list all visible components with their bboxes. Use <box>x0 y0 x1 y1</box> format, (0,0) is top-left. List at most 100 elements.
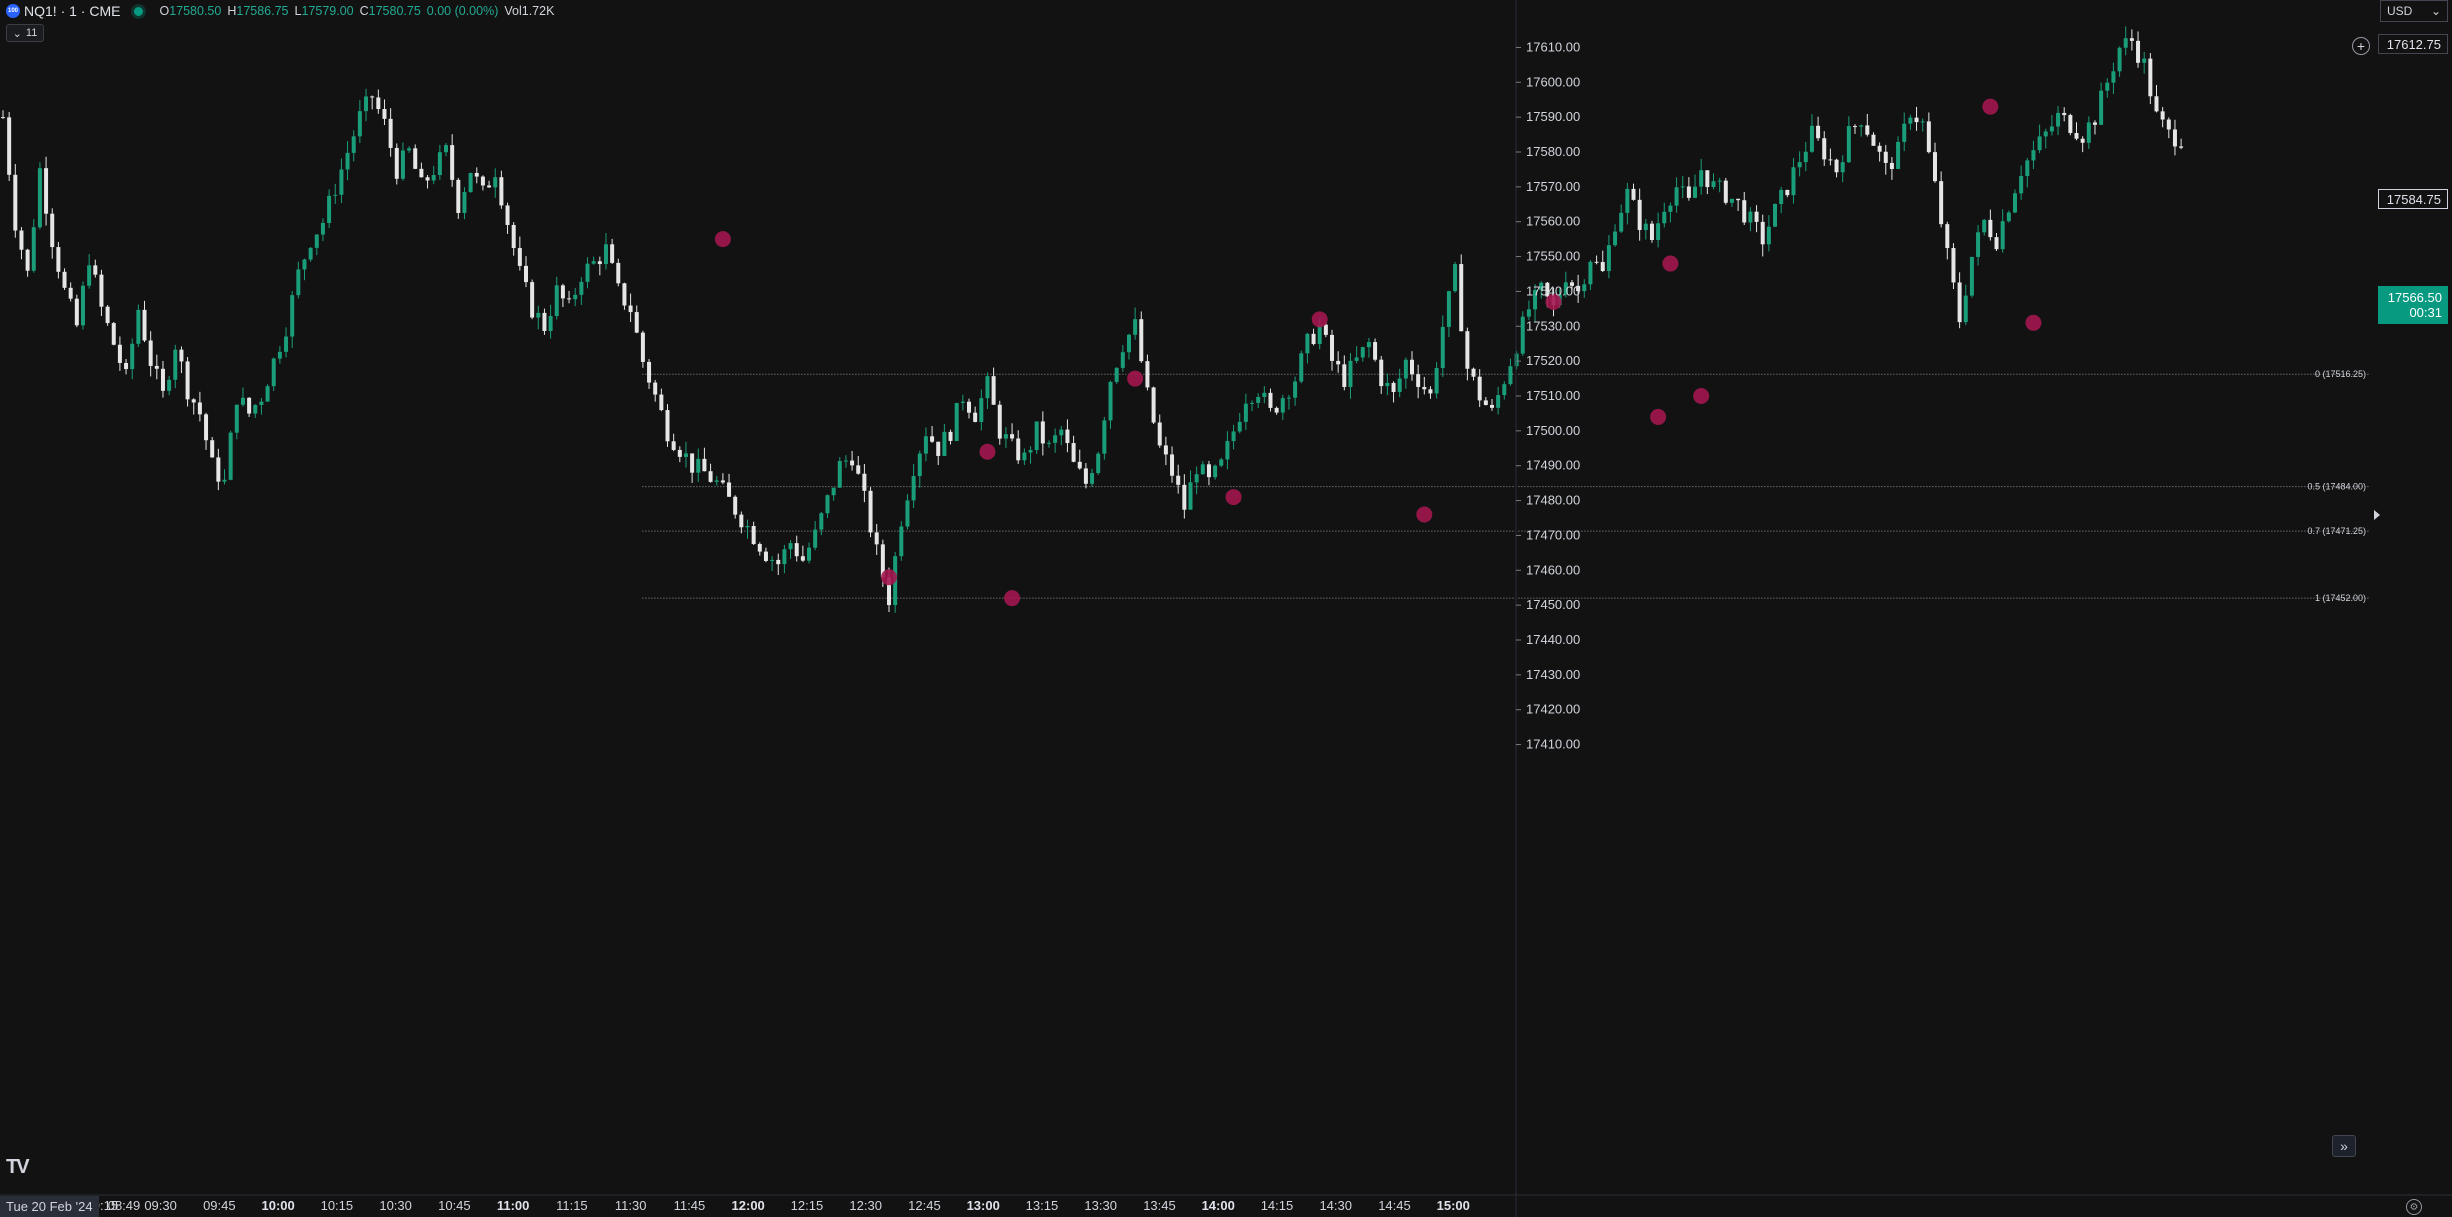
candle <box>677 446 682 463</box>
candle <box>425 175 430 189</box>
time-axis[interactable]: 09:15 09:30 09:45 10:00 10:15 10:30 10:45 11:00… <box>0 1194 2452 1213</box>
candle <box>25 248 30 277</box>
time-tick-label: 10:30 <box>379 1198 412 1213</box>
candle <box>782 544 787 574</box>
candle <box>966 398 971 419</box>
candle <box>487 180 492 188</box>
candle <box>1828 148 1833 166</box>
candle <box>1619 204 1624 234</box>
candle <box>253 404 258 418</box>
candle <box>105 305 110 326</box>
candle <box>99 269 104 316</box>
candle <box>1336 351 1341 373</box>
candle <box>1859 124 1864 137</box>
candle <box>1053 428 1058 453</box>
candle <box>763 547 768 563</box>
candle <box>603 233 608 270</box>
symbol-title[interactable]: NQ1! · 1 · CME <box>24 3 121 19</box>
currency-selector[interactable]: USD ⌄ <box>2380 0 2448 22</box>
candle <box>1576 274 1581 303</box>
candle <box>1403 357 1408 389</box>
plus-circle-icon[interactable]: + <box>2352 37 2370 55</box>
candle <box>819 511 824 536</box>
candle <box>1520 311 1525 356</box>
price-tick-label: 17570.00 <box>1526 179 1580 194</box>
candle <box>554 276 559 320</box>
candle <box>542 308 547 335</box>
candle <box>1766 215 1771 252</box>
candle <box>1699 158 1704 195</box>
candle <box>1514 351 1519 370</box>
price-tick-label: 17560.00 <box>1526 214 1580 229</box>
candle <box>1840 155 1845 183</box>
candle <box>1311 328 1316 346</box>
ohlc-key: O <box>159 4 170 18</box>
pivot-marker <box>1693 388 1710 404</box>
double-chevron-right-icon[interactable]: » <box>2332 1135 2356 1157</box>
candle <box>1293 376 1298 406</box>
last-price-value: 17584.75 <box>2386 191 2441 207</box>
market-status-icon[interactable] <box>134 6 144 16</box>
candle <box>191 398 196 415</box>
candle <box>413 144 418 170</box>
candle <box>148 331 153 377</box>
candle <box>1145 354 1150 391</box>
pivot-marker <box>1545 293 1562 310</box>
settings-icon[interactable]: ⚙ <box>2406 1199 2422 1215</box>
candle <box>1834 158 1839 178</box>
candle <box>523 256 528 288</box>
candle <box>757 542 762 556</box>
candle <box>1465 327 1470 381</box>
price-tick-label: 17610.00 <box>1526 39 1580 54</box>
axis-arrow-icon <box>2374 510 2380 520</box>
candle <box>130 338 135 380</box>
candle <box>1305 332 1310 364</box>
candle <box>234 404 239 440</box>
candle <box>1920 118 1925 132</box>
candle <box>530 279 535 320</box>
candle <box>450 134 455 187</box>
candle <box>1754 205 1759 233</box>
candle <box>1809 114 1814 153</box>
candle <box>437 144 442 180</box>
candle <box>480 175 485 191</box>
candle <box>1268 388 1273 412</box>
candle <box>616 258 621 287</box>
candle <box>173 344 178 389</box>
pivot-marker <box>1311 311 1328 328</box>
candle <box>1391 381 1396 403</box>
candle <box>1274 406 1279 415</box>
price-tick-label: 17450.00 <box>1526 597 1580 612</box>
candle <box>1096 451 1101 475</box>
candle <box>160 360 165 398</box>
candle <box>68 282 73 302</box>
candle <box>1385 373 1390 396</box>
high-price-value: 17612.75 <box>2386 36 2441 52</box>
candle <box>942 423 947 457</box>
candle <box>44 156 49 226</box>
candle <box>807 542 812 564</box>
tradingview-logo-icon[interactable]: TV <box>6 1156 30 1178</box>
candle <box>991 367 996 405</box>
candle <box>1871 132 1876 146</box>
price-tick-label: 17420.00 <box>1526 702 1580 717</box>
price-tick-label: 17460.00 <box>1526 562 1580 577</box>
candle <box>517 236 522 271</box>
candle <box>1729 198 1734 207</box>
candle <box>813 521 818 551</box>
indicators-toggle-button[interactable]: ⌄ 11 <box>6 24 44 42</box>
candle <box>87 254 92 289</box>
fib-retracement[interactable]: 0 (17516.25) 0.5 (17484.00) 0.7 (17471.25)… <box>642 369 2370 603</box>
candle <box>265 384 270 402</box>
candle <box>1791 158 1796 204</box>
candle <box>1508 358 1513 386</box>
candle <box>1600 250 1605 273</box>
price-tick-label: 17490.00 <box>1526 458 1580 473</box>
candle <box>683 441 688 468</box>
price-axis[interactable]: 17410.00 17420.00 17430.00 17440.00 17450.00… <box>1515 0 1580 1217</box>
candle <box>1723 177 1728 205</box>
candle <box>1434 362 1439 399</box>
candle <box>1877 142 1882 162</box>
time-tick-label: 09:30 <box>144 1198 177 1213</box>
